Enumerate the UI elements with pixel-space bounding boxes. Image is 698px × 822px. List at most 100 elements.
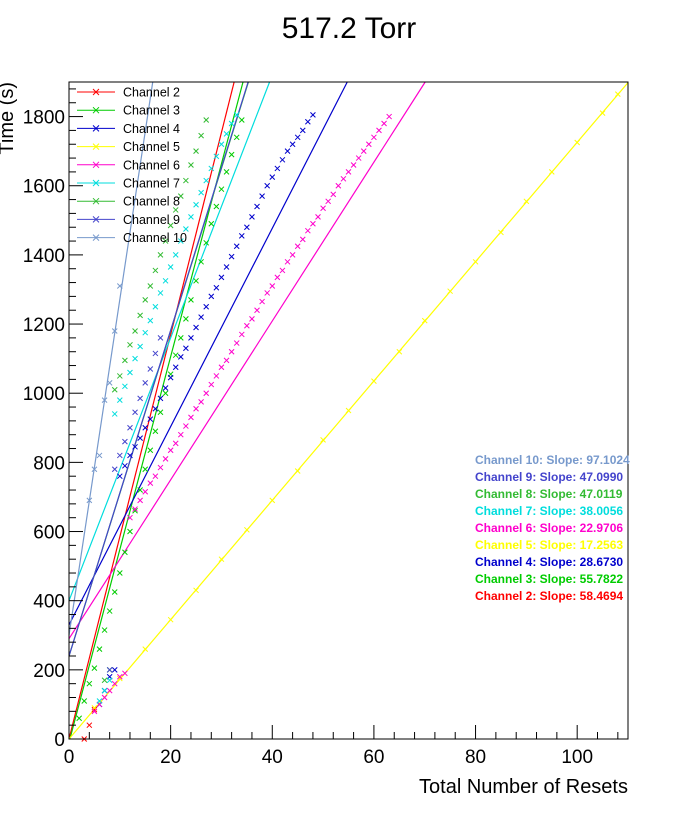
data-point [157,409,164,416]
data-point [208,165,215,172]
data-point [157,464,164,471]
data-point [162,390,169,397]
data-point [447,288,453,295]
slope-label: Channel 2: Slope: 58.4694 [475,589,623,603]
data-point [315,214,321,220]
data-point [127,528,133,535]
data-point [172,207,179,213]
y-tick-label: 400 [33,592,65,613]
data-point [101,397,108,403]
data-point [228,120,235,127]
legend-label: Channel 3 [123,104,180,118]
data-point [523,198,530,205]
data-point [122,357,128,364]
slope-label: Channel 10: Slope: 97.1024 [475,453,630,467]
legend-item: Channel 8 [77,195,180,209]
data-point [233,340,240,346]
data-point [127,514,133,521]
data-point [122,670,128,677]
legend-label: Channel 6 [123,158,180,172]
data-point [218,364,225,371]
data-point [86,680,93,687]
data-point [183,316,189,322]
data-point [147,447,154,454]
data-point [213,153,220,160]
fit-line [68,81,235,740]
data-point [269,497,276,504]
data-point [574,139,581,146]
data-point [193,324,199,331]
data-point [147,480,154,486]
data-point [386,113,393,120]
data-point [76,715,83,722]
data-point [137,497,143,504]
data-point [274,274,281,281]
data-point [213,203,220,210]
y-tick-label: 1400 [23,246,65,267]
data-point [264,290,271,296]
x-tick-label: 0 [64,747,75,768]
y-tick-label: 200 [33,661,65,682]
legend-item: Channel 10 [77,231,187,245]
data-point [106,666,113,673]
data-point [376,127,382,134]
data-point [167,264,174,270]
y-tick-label: 600 [33,523,65,544]
data-point [325,198,332,205]
data-point [132,328,138,334]
data-point [96,698,103,704]
data-point [345,407,352,414]
legend-item: Channel 7 [77,177,180,191]
data-point [203,177,210,184]
data-point [91,466,98,473]
data-point [310,220,316,227]
data-point [111,666,118,673]
data-point [421,317,428,324]
slope-label: Channel 4: Slope: 28.6730 [475,555,623,569]
data-point [249,214,255,220]
x-axis-label: Total Number of Resets [419,776,628,798]
data-point [157,395,164,402]
data-point [213,284,220,291]
data-point [218,186,225,193]
data-point [223,264,230,270]
data-point [223,131,230,137]
data-point [198,314,204,320]
data-point [193,148,199,155]
data-point [208,293,215,300]
y-axis-label: Time (s) [0,82,18,155]
y-tick-label: 1000 [23,384,65,405]
data-point [188,414,194,421]
data-point [188,162,194,168]
data-point [259,193,265,199]
data-point [249,316,255,322]
data-point [228,151,235,158]
y-tick-label: 1600 [23,177,65,198]
legend-label: Channel 2 [123,86,180,100]
data-point [254,203,260,210]
data-point [122,549,128,556]
data-point [244,322,250,329]
data-point [111,466,118,473]
data-point [157,290,164,296]
data-point [198,132,204,139]
data-point [147,283,154,289]
data-point [132,507,138,514]
data-point [233,243,240,250]
data-point [137,395,143,402]
legend-item: Channel 9 [77,213,180,227]
legend-item: Channel 2 [77,86,180,100]
x-tick-label: 40 [262,747,283,768]
data-point [101,677,108,684]
y-tick-label: 1200 [23,315,65,336]
fit-line [68,81,154,636]
data-point [111,589,118,595]
data-point [188,296,194,303]
legend-item: Channel 5 [77,140,180,154]
data-point [116,473,123,480]
data-point [177,354,184,360]
data-point [152,473,159,480]
data-point [162,277,169,284]
fit-line [68,81,426,640]
